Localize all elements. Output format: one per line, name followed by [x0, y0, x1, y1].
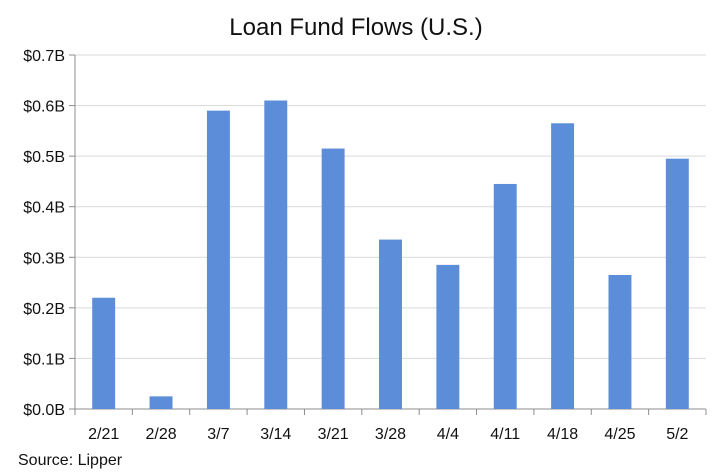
y-tick-label: $0.7B — [23, 48, 65, 65]
chart-source: Source: Lipper — [18, 452, 123, 469]
x-tick-label: 3/14 — [260, 426, 291, 443]
y-tick-label: $0.2B — [23, 301, 65, 318]
bar-3-14 — [264, 100, 288, 409]
y-tick-label: $0.0B — [23, 402, 65, 419]
x-tick-label: 4/4 — [437, 426, 459, 443]
x-tick-label: 2/21 — [88, 426, 119, 443]
bar-5-2 — [665, 158, 689, 409]
chart-title: Loan Fund Flows (U.S.) — [229, 14, 483, 41]
y-tick-label: $0.3B — [23, 250, 65, 267]
bar-3-7 — [206, 110, 230, 409]
x-tick-label: 2/28 — [145, 426, 176, 443]
x-tick-label: 3/21 — [318, 426, 349, 443]
bar-4-18 — [551, 123, 575, 410]
y-tick-label: $0.6B — [23, 99, 65, 116]
x-tick-label: 4/11 — [490, 426, 520, 443]
x-tick-label: 5/2 — [666, 426, 688, 443]
x-tick-label: 4/25 — [604, 426, 635, 443]
bar-2-21 — [92, 297, 116, 409]
x-tick-label: 3/7 — [207, 426, 229, 443]
bar-2-28 — [149, 396, 173, 409]
y-tick-label: $0.5B — [23, 149, 65, 166]
x-tick-label: 3/28 — [375, 426, 406, 443]
bar-4-11 — [493, 183, 517, 409]
bar-4-4 — [436, 264, 460, 409]
y-tick-label: $0.4B — [23, 200, 65, 217]
y-tick-label: $0.1B — [23, 351, 65, 368]
bar-3-21 — [321, 148, 345, 410]
bar-4-25 — [608, 274, 632, 409]
bar-3-28 — [379, 239, 402, 409]
x-tick-label: 4/18 — [547, 426, 578, 443]
